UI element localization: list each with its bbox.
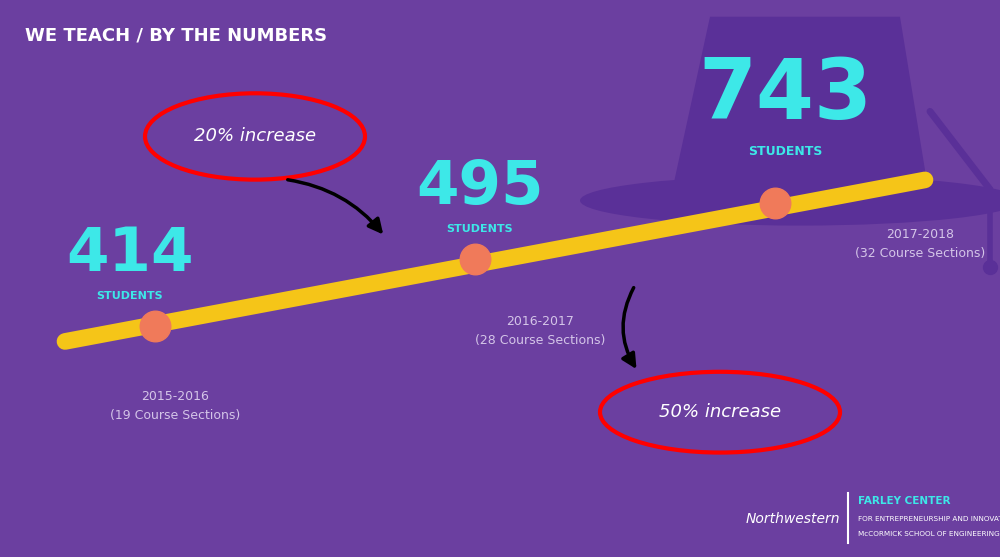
Text: 414: 414 [66, 225, 194, 284]
Ellipse shape [580, 175, 1000, 226]
Text: STUDENTS: STUDENTS [447, 224, 513, 234]
Text: STUDENTS: STUDENTS [748, 145, 822, 158]
Text: 2017-2018
(32 Course Sections): 2017-2018 (32 Course Sections) [855, 228, 985, 260]
Text: 2016-2017
(28 Course Sections): 2016-2017 (28 Course Sections) [475, 315, 605, 346]
Text: 20% increase: 20% increase [194, 128, 316, 145]
Text: 743: 743 [698, 56, 872, 136]
Text: FOR ENTREPRENEURSHIP AND INNOVATION: FOR ENTREPRENEURSHIP AND INNOVATION [858, 516, 1000, 522]
Text: 50% increase: 50% increase [659, 403, 781, 421]
Text: STUDENTS: STUDENTS [97, 291, 163, 301]
Text: FARLEY CENTER: FARLEY CENTER [858, 496, 950, 506]
Text: McCORMICK SCHOOL OF ENGINEERING: McCORMICK SCHOOL OF ENGINEERING [858, 531, 1000, 538]
Polygon shape [670, 17, 930, 201]
Text: WE TEACH / BY THE NUMBERS: WE TEACH / BY THE NUMBERS [25, 27, 327, 45]
Text: 495: 495 [416, 158, 544, 217]
Text: Northwestern: Northwestern [746, 512, 840, 526]
Text: 2015-2016
(19 Course Sections): 2015-2016 (19 Course Sections) [110, 390, 240, 422]
